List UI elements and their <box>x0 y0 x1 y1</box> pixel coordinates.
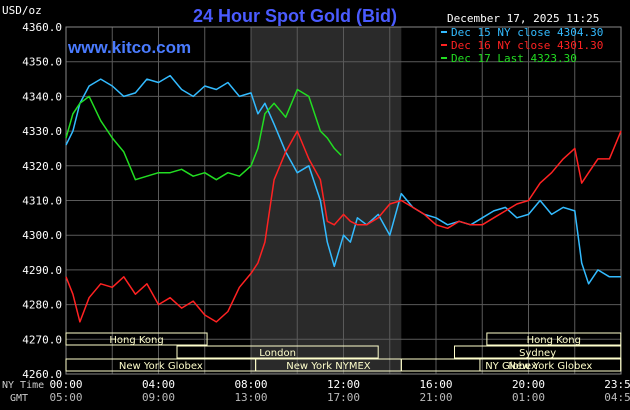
x-tick-ny: 12:00 <box>327 378 360 391</box>
grid <box>66 26 621 375</box>
series-line <box>65 88 342 181</box>
session-label: NY Globex <box>485 361 537 372</box>
session-band <box>486 332 622 346</box>
session-band <box>176 345 379 359</box>
unit-label: USD/oz <box>2 4 42 17</box>
x-tick-ny: 20:00 <box>512 378 545 391</box>
session-label: New York Globex <box>508 361 592 372</box>
y-tick-label: 4290.0 <box>22 264 62 277</box>
legend-entry: Dec 17 Last 4323.30 <box>451 52 577 65</box>
session-label: New York NYMEX <box>286 361 371 372</box>
gmt-label: GMT <box>10 393 28 404</box>
x-tick-gmt: 21:00 <box>419 391 452 404</box>
x-tick-gmt: 13:00 <box>234 391 267 404</box>
session-bands: Hong Kong London New York Globex New York N… <box>65 332 622 372</box>
x-tick-gmt: 09:00 <box>142 391 175 404</box>
series-line <box>65 74 621 285</box>
x-tick-ny: 04:00 <box>142 378 175 391</box>
session-label: London <box>259 348 296 359</box>
y-tick-label: 4270.0 <box>22 333 62 346</box>
session-label: New York Globex <box>119 361 203 372</box>
session-label: Hong Kong <box>527 335 581 346</box>
y-axis-ticks: 4260.0 4270.0 4280.0 4290.0 4300.0 4310.0 4320… <box>22 21 62 381</box>
legend-entry: Dec 15 NY close 4304.30 <box>451 26 603 39</box>
session-band <box>65 332 208 346</box>
y-tick-label: 4280.0 <box>22 299 62 312</box>
y-tick-label: 4320.0 <box>22 160 62 173</box>
x-tick-ny: 16:00 <box>419 378 452 391</box>
website-label: www.kitco.com <box>67 38 191 57</box>
y-tick-label: 4330.0 <box>22 125 62 138</box>
y-tick-label: 4300.0 <box>22 229 62 242</box>
session-band <box>454 345 622 359</box>
x-tick-gmt: 01:00 <box>512 391 545 404</box>
x-tick-ny: 00:00 <box>49 378 82 391</box>
chart-title: 24 Hour Spot Gold (Bid) <box>193 6 397 26</box>
y-tick-label: 4260.0 <box>22 368 62 381</box>
x-tick-gmt: 05:00 <box>49 391 82 404</box>
x-tick-gmt: 04:59 <box>604 391 630 404</box>
session-label: Hong Kong <box>109 335 163 346</box>
y-tick-label: 4310.0 <box>22 195 62 208</box>
plot-frame <box>65 26 622 375</box>
series-line <box>65 130 622 323</box>
legend-entry: Dec 16 NY close 4301.30 <box>451 39 603 52</box>
x-tick-ny: 08:00 <box>234 378 267 391</box>
timestamp: December 17, 2025 11:25 <box>447 12 599 25</box>
ny-time-label: NY Time <box>2 380 44 391</box>
x-axis-ticks: 00:00 04:00 08:00 12:00 16:00 20:00 23:59 05:00… <box>49 378 630 404</box>
session-band <box>479 358 622 372</box>
session-label: Sydney <box>519 348 556 359</box>
y-tick-label: 4360.0 <box>22 21 62 34</box>
x-tick-gmt: 17:00 <box>327 391 360 404</box>
price-series <box>65 74 622 323</box>
y-tick-label: 4350.0 <box>22 56 62 69</box>
y-tick-label: 4340.0 <box>22 90 62 103</box>
x-tick-ny: 23:59 <box>604 378 630 391</box>
